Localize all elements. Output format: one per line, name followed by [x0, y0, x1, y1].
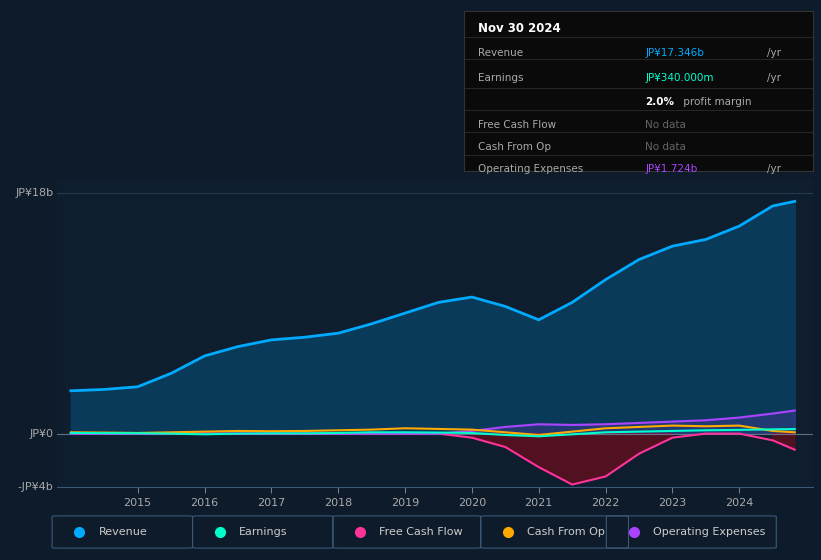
Text: profit margin: profit margin	[680, 97, 752, 108]
Text: Cash From Op: Cash From Op	[478, 142, 551, 152]
Text: Revenue: Revenue	[478, 48, 523, 58]
Text: /yr: /yr	[768, 73, 782, 83]
Text: Free Cash Flow: Free Cash Flow	[379, 527, 463, 537]
Text: Nov 30 2024: Nov 30 2024	[478, 22, 561, 35]
Text: No data: No data	[645, 142, 686, 152]
Text: Operating Expenses: Operating Expenses	[478, 165, 583, 174]
Text: Free Cash Flow: Free Cash Flow	[478, 120, 556, 130]
Text: Earnings: Earnings	[478, 73, 523, 83]
Text: Operating Expenses: Operating Expenses	[653, 527, 765, 537]
Text: JP¥18b: JP¥18b	[16, 188, 53, 198]
Text: -JP¥4b: -JP¥4b	[18, 482, 53, 492]
Text: JP¥1.724b: JP¥1.724b	[645, 165, 698, 174]
Text: JP¥0: JP¥0	[30, 428, 53, 438]
Text: Cash From Op: Cash From Op	[527, 527, 605, 537]
Text: Revenue: Revenue	[99, 527, 148, 537]
Text: No data: No data	[645, 120, 686, 130]
Text: /yr: /yr	[768, 165, 782, 174]
Text: 2.0%: 2.0%	[645, 97, 674, 108]
Text: JP¥340.000m: JP¥340.000m	[645, 73, 713, 83]
Text: /yr: /yr	[768, 48, 782, 58]
Text: JP¥17.346b: JP¥17.346b	[645, 48, 704, 58]
Text: Earnings: Earnings	[239, 527, 287, 537]
